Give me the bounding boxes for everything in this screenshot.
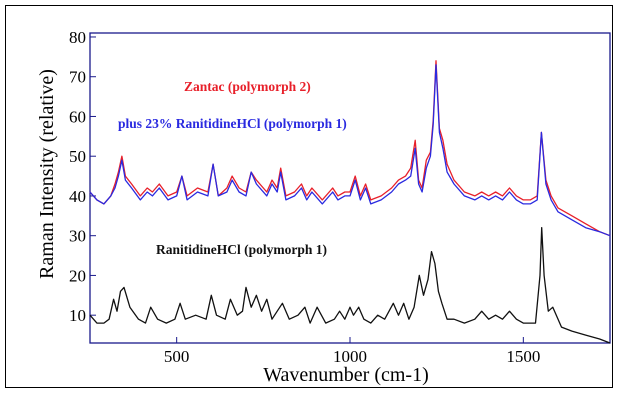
y-tick-label: 80 <box>69 28 86 47</box>
annotation-ranitidine-hcl: RanitidineHCl (polymorph 1) <box>156 242 327 257</box>
plot-border <box>89 32 611 344</box>
series-line-1 <box>89 64 611 237</box>
x-axis-label: Wavenumber (cm-1) <box>263 364 429 386</box>
y-tick-label: 60 <box>69 107 86 126</box>
chart-frame: 10 20 30 40 50 60 70 80 500 1000 1500 Zantac (poly… <box>5 5 613 388</box>
x-tick-label: 1000 <box>333 347 367 366</box>
y-axis-label: Raman Intensity (relative) <box>36 69 58 279</box>
series-line-0 <box>89 60 611 237</box>
y-tick-label: 50 <box>69 147 86 166</box>
series-line-2 <box>89 227 611 344</box>
y-tick-label: 20 <box>69 266 86 285</box>
annotation-zantac: Zantac (polymorph 2) <box>184 79 311 94</box>
y-tick-label: 70 <box>69 68 86 87</box>
x-tick-label: 1500 <box>506 347 540 366</box>
y-tick-label: 30 <box>69 227 86 246</box>
raman-spectrum-chart: 10 20 30 40 50 60 70 80 500 1000 1500 Zantac (poly… <box>36 28 611 386</box>
x-tick-label: 500 <box>164 347 190 366</box>
y-tick-label: 40 <box>69 187 86 206</box>
annotation-ranitidine-blend: plus 23% RanitidineHCl (polymorph 1) <box>118 116 347 131</box>
y-tick-label: 10 <box>69 306 86 325</box>
